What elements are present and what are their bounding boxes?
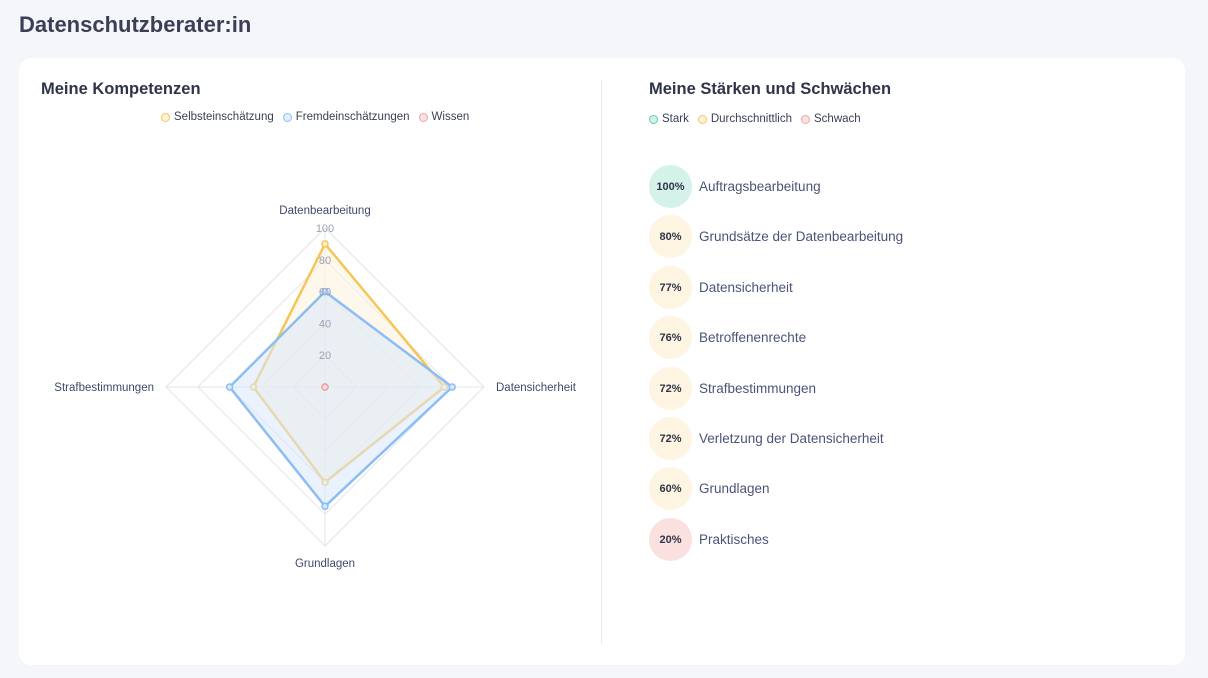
legend-label-knowledge: Wissen [431, 111, 470, 123]
strength-row-verletzung: 72% Verletzung der Datensicherheit [649, 417, 884, 460]
strength-label: Grundlagen [699, 481, 770, 496]
percent-badge: 76% [649, 316, 692, 359]
strength-row-grundlagen: 60% Grundlagen [649, 467, 770, 510]
radar-point-1 [321, 287, 329, 296]
radar-axis-label: Datenbearbeitung [279, 205, 370, 217]
strength-row-auftragsbearbeitung: 100% Auftragsbearbeitung [649, 165, 821, 208]
radar-tick-label: 60 [319, 287, 331, 299]
strength-row-strafbestimmungen: 72% Strafbestimmungen [649, 367, 816, 410]
percent-badge: 72% [649, 367, 692, 410]
legend-item-external[interactable]: Fremdeinschätzungen [282, 111, 410, 123]
page-title: Datenschutzberater:in [19, 12, 252, 37]
strength-label: Grundsätze der Datenbearbeitung [699, 229, 904, 244]
section-divider [601, 80, 602, 644]
percent-badge: 80% [649, 215, 692, 258]
radar-point-1 [448, 383, 456, 391]
radar-tick-label: 40 [319, 318, 331, 330]
radar-point-0 [321, 240, 329, 248]
strength-label: Betroffenenrechte [699, 330, 807, 345]
strength-label: Auftragsbearbeitung [699, 179, 821, 194]
radar-point-1 [321, 502, 329, 511]
legend-label-self: Selbsteinschätzung [174, 111, 274, 123]
competences-legend: Selbsteinschätzung Fremdeinschätzungen W… [161, 111, 478, 123]
legend-dot-knowledge [418, 112, 428, 122]
legend-dot-self [161, 112, 170, 122]
percent-badge: 100% [649, 165, 692, 208]
percent-badge: 77% [649, 266, 692, 309]
strength-row-betroffenenrechte: 76% Betroffenenrechte [649, 316, 806, 359]
strength-row-grundsaetze: 80% Grundsätze der Datenbearbeitung [649, 215, 903, 258]
radar-tick-label: 100 [316, 223, 334, 235]
strength-row-datensicherheit: 77% Datensicherheit [649, 266, 793, 309]
legend-label-weak: Schwach [814, 113, 861, 125]
radar-axis-label: Grundlagen [295, 558, 355, 570]
legend-dot-weak [801, 114, 811, 124]
legend-label-average: Durchschnittlich [710, 113, 793, 125]
legend-dot-average [697, 114, 707, 124]
percent-badge: 72% [649, 417, 692, 460]
legend-item-weak[interactable]: Schwach [801, 113, 861, 125]
radar-tick-label: 80 [319, 255, 331, 267]
radar-point-1 [225, 383, 234, 391]
radar-series-1 [228, 290, 454, 508]
strengths-legend: Stark Durchschnittlich Schwach [649, 113, 870, 125]
radar-tick-label: 20 [319, 350, 331, 362]
radar-axis-label: Datensicherheit [496, 382, 577, 394]
competence-card: 20 40 60 80 100 Datenbearbeitung Datensicherhe… [19, 58, 1185, 665]
radar-axis-label: Strafbestimmungen [54, 382, 154, 394]
strengths-title: Meine Stärken und Schwächen [649, 80, 892, 98]
legend-item-strong[interactable]: Stark [649, 113, 689, 125]
legend-dot-strong [649, 114, 658, 124]
percent-badge: 60% [649, 467, 692, 510]
strength-row-praktisches: 20% Praktisches [649, 518, 769, 561]
radar-chart: 20 40 60 80 100 Datenbearbeitung Datensicherhe… [54, 205, 577, 570]
strength-label: Datensicherheit [699, 280, 793, 295]
legend-label-strong: Stark [662, 113, 689, 125]
percent-badge: 20% [649, 518, 692, 561]
radar-point-2 [321, 383, 329, 391]
strength-label: Strafbestimmungen [699, 381, 817, 396]
legend-item-knowledge[interactable]: Wissen [418, 111, 470, 123]
legend-item-self[interactable]: Selbsteinschätzung [161, 111, 274, 123]
legend-label-external: Fremdeinschätzungen [295, 111, 410, 123]
legend-dot-external [282, 112, 292, 122]
strength-label: Verletzung der Datensicherheit [699, 431, 884, 446]
strength-label: Praktisches [699, 532, 769, 547]
competences-title: Meine Kompetenzen [41, 80, 201, 98]
legend-item-average[interactable]: Durchschnittlich [697, 113, 793, 125]
